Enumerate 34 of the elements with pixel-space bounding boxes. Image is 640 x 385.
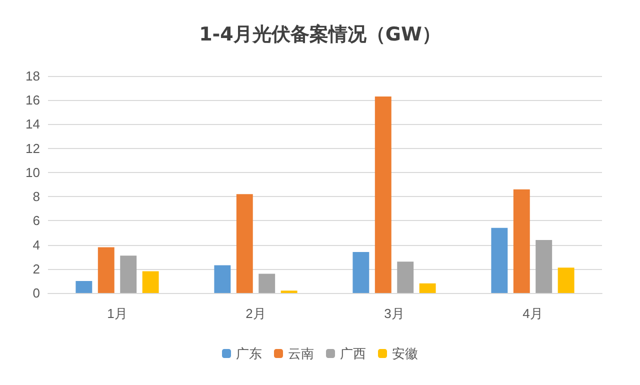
bar bbox=[214, 265, 231, 293]
bar bbox=[258, 274, 276, 293]
bar bbox=[120, 256, 137, 293]
y-tick-label: 2 bbox=[32, 261, 40, 276]
y-tick-label: 18 bbox=[26, 68, 40, 84]
bar bbox=[558, 268, 574, 293]
x-tick-label: 4月 bbox=[522, 306, 543, 321]
bar bbox=[142, 271, 159, 293]
bar bbox=[513, 189, 530, 293]
bar bbox=[352, 252, 370, 293]
x-tick-label: 3月 bbox=[384, 306, 404, 321]
y-tick-label: 4 bbox=[32, 237, 40, 252]
bar bbox=[98, 247, 114, 293]
bar bbox=[236, 194, 253, 293]
bar bbox=[491, 228, 508, 293]
y-tick-label: 16 bbox=[26, 92, 40, 108]
bar bbox=[397, 262, 414, 293]
y-tick-label: 14 bbox=[26, 116, 40, 132]
legend-label: 安徽 bbox=[392, 346, 418, 361]
x-tick-label: 2月 bbox=[246, 306, 266, 321]
bar bbox=[536, 240, 552, 293]
bar bbox=[419, 283, 436, 293]
x-tick-label: 1月 bbox=[107, 306, 128, 321]
y-tick-label: 12 bbox=[26, 140, 40, 156]
legend-label: 云南 bbox=[288, 346, 314, 361]
y-tick-label: 8 bbox=[32, 189, 40, 204]
y-tick-label: 10 bbox=[26, 164, 40, 180]
legend-label: 广东 bbox=[236, 346, 262, 361]
chart-title: 1-4月光伏备案情况（GW） bbox=[199, 24, 441, 46]
bar bbox=[374, 96, 392, 293]
legend-label: 广西 bbox=[340, 346, 366, 361]
y-tick-label: 6 bbox=[32, 213, 40, 228]
y-tick-label: 0 bbox=[32, 286, 40, 300]
bar bbox=[76, 280, 92, 293]
